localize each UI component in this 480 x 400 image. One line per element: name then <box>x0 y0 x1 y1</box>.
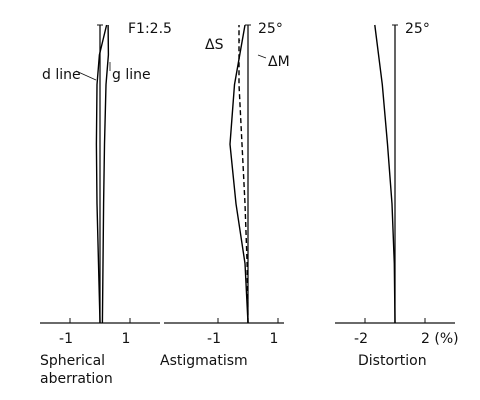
curve <box>101 24 110 324</box>
curve <box>229 24 249 324</box>
curve <box>374 24 396 324</box>
x-tick-label: -2 <box>354 331 368 347</box>
curve <box>238 25 249 324</box>
series-label: ΔS <box>205 37 224 53</box>
series-label: g line <box>112 67 151 83</box>
x-tick-label: 2 (%) <box>421 331 459 347</box>
y-tick-label: 25° <box>258 21 283 37</box>
leader <box>257 54 267 59</box>
x-tick-label: -1 <box>207 331 221 347</box>
y-tick-label: 25° <box>405 21 430 37</box>
x-tick-label: -1 <box>59 331 73 347</box>
series-label: d line <box>42 67 81 83</box>
curve <box>95 24 108 324</box>
series-label: ΔM <box>268 54 290 70</box>
x-axis-label: Spherical aberration <box>40 353 113 387</box>
y-tick-label: F1:2.5 <box>128 21 172 37</box>
x-axis-label: Distortion <box>358 353 427 369</box>
x-tick-label: 1 <box>270 331 279 347</box>
x-tick-label: 1 <box>122 331 131 347</box>
x-axis-label: Astigmatism <box>160 353 248 369</box>
leader <box>75 70 97 81</box>
